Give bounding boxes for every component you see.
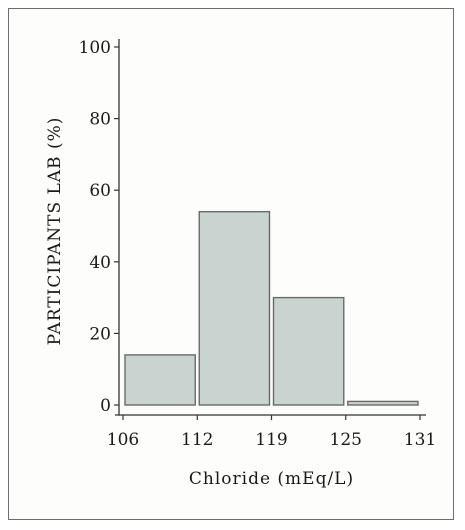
bar-119-125 — [272, 296, 345, 406]
x-tick-label: 125 — [330, 430, 362, 450]
y-tick-label: 60 — [89, 181, 111, 201]
bar-125-131 — [347, 400, 419, 406]
x-tick-label: 112 — [181, 430, 213, 450]
y-ticks: 0 20 40 60 80 100 — [79, 38, 119, 416]
x-tick-label: 131 — [404, 430, 436, 450]
x-tick-label: 106 — [107, 430, 139, 450]
y-tick-label: 0 — [100, 396, 111, 416]
bar-106-112 — [124, 354, 196, 406]
x-ticks: 106 112 119 125 131 — [107, 415, 436, 450]
bars — [124, 210, 419, 406]
x-axis-title: Chloride (mEq/L) — [189, 469, 354, 489]
x-tick-label: 119 — [255, 430, 287, 450]
axes — [115, 39, 426, 416]
y-tick-label: 20 — [89, 324, 111, 344]
y-axis-title: PARTICIPANTS LAB (%) — [45, 117, 65, 346]
y-tick-label: 100 — [79, 38, 111, 58]
y-tick-label: 80 — [89, 110, 111, 130]
bar-112-119 — [198, 210, 271, 406]
y-axis-line — [115, 39, 120, 416]
y-tick-label: 40 — [89, 253, 111, 273]
